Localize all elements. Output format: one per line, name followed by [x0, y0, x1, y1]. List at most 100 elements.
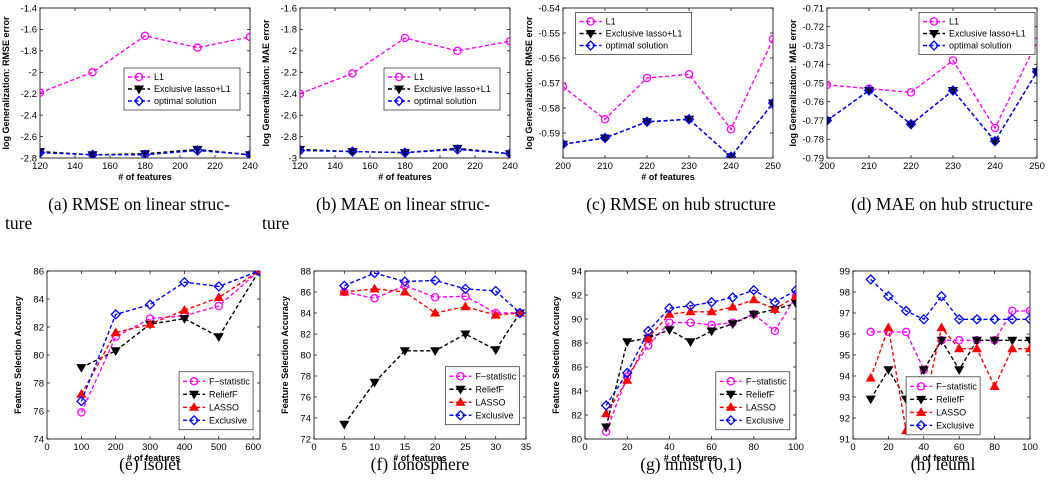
data-point	[706, 296, 717, 308]
legend: F−statistic ReliefF LASSO Exclusive	[715, 371, 791, 431]
legend-marker	[133, 95, 145, 107]
data-point	[244, 149, 250, 158]
chart-panel-6: 0 5 10 15 20 25 30 35 72 74 76 78 80 82 84 86 88 # of fea…	[280, 266, 531, 474]
series-line	[605, 289, 796, 406]
legend-label: Exclusive lasso+L1	[154, 84, 231, 94]
legend-label: Exclusive lasso+L1	[414, 84, 491, 94]
data-point	[600, 400, 612, 411]
legend: L1 Exclusive lasso+L1 optimal solution	[575, 12, 692, 55]
caption: (e) isolet	[119, 454, 181, 474]
y-tick-label: -3	[289, 153, 297, 164]
data-point	[110, 309, 122, 320]
x-tick-label: 20	[622, 442, 633, 453]
data-point	[460, 301, 471, 311]
x-tick-label: 200	[555, 161, 571, 172]
chart-panel-2: 120 140 160 180 200 220 240 -3 -2.8 -2.6 -2.4 -2.2 -…	[261, 3, 518, 233]
y-tick-label: 72	[300, 434, 311, 445]
legend-label: Exclusive	[209, 416, 247, 426]
legend-label: optimal solution	[949, 41, 1012, 51]
legend-label: LASSO	[209, 403, 239, 413]
series-line	[827, 71, 1037, 143]
data-point	[563, 138, 569, 150]
y-tick-label: 94	[839, 371, 850, 382]
data-point	[865, 274, 877, 285]
x-axis-label: # of features	[118, 172, 172, 182]
data-point	[77, 408, 86, 417]
y-tick-label: 82	[300, 329, 311, 340]
x-tick-label: 220	[207, 161, 223, 172]
series-optimal-solution	[300, 144, 510, 158]
y-tick-label: -2.2	[281, 68, 297, 79]
x-tick-label: 240	[242, 161, 258, 172]
data-point	[213, 333, 224, 342]
series-l1	[300, 33, 510, 98]
y-axis-label: Feature Selection Accuracy	[13, 296, 23, 414]
data-point	[399, 286, 410, 296]
data-point	[76, 395, 87, 407]
data-point	[790, 284, 796, 296]
data-point	[110, 347, 121, 356]
data-point	[110, 327, 121, 337]
data-point	[460, 330, 471, 340]
series-line	[563, 38, 773, 131]
y-tick-label: 74	[300, 413, 311, 424]
data-point	[989, 381, 1000, 390]
series-line	[605, 295, 796, 415]
data-point	[865, 372, 876, 382]
data-point	[641, 116, 653, 128]
data-point	[791, 291, 796, 301]
chart-panel-3: 200 210 220 230 240 250 -0.59 -0.58 -0.57 -0.56 -0…	[524, 3, 781, 214]
data-point	[563, 140, 569, 150]
y-tick-label: 86	[571, 362, 582, 373]
y-tick-label: 86	[33, 266, 44, 277]
data-point	[866, 327, 875, 337]
x-tick-label: 120	[292, 161, 308, 172]
legend-marker	[393, 95, 405, 107]
x-tick-label: 0	[582, 442, 587, 453]
series-exclusive	[76, 271, 260, 407]
data-point	[989, 313, 1000, 325]
data-point	[192, 145, 203, 156]
data-point	[664, 302, 675, 314]
legend: F−statistic ReliefF LASSO Exclusive	[445, 366, 520, 426]
data-point	[453, 46, 462, 56]
data-point	[399, 147, 411, 158]
data-point	[863, 87, 875, 96]
x-tick-label: 100	[788, 442, 804, 453]
caption: ture	[262, 213, 289, 233]
y-tick-label: -2.4	[21, 110, 37, 121]
data-point	[490, 309, 501, 319]
data-point	[684, 70, 694, 79]
data-point	[213, 292, 224, 302]
y-tick-label: 86	[300, 287, 311, 298]
x-tick-label: 25	[460, 442, 471, 453]
data-point	[1024, 336, 1030, 346]
data-point	[971, 343, 982, 353]
data-point	[900, 305, 912, 317]
data-point	[726, 125, 736, 134]
caption: (d) MAE on hub structure	[851, 194, 1033, 214]
x-tick-label: 140	[67, 161, 83, 172]
x-tick-label: 0	[44, 442, 49, 453]
data-point	[399, 276, 411, 287]
legend-label: ReliefF	[209, 390, 238, 400]
series-l1	[563, 35, 773, 134]
series-line	[80, 271, 260, 402]
series-exclusive	[600, 284, 796, 411]
data-point	[430, 347, 441, 356]
data-point	[827, 115, 833, 126]
data-point	[1006, 313, 1018, 325]
data-point	[665, 318, 674, 327]
y-tick-label: 90	[571, 314, 582, 325]
x-tick-label: 10	[369, 442, 380, 453]
data-point	[348, 69, 357, 78]
legend-marker	[916, 382, 926, 391]
data-point	[727, 292, 739, 303]
x-tick-label: 5	[342, 442, 347, 453]
data-point	[989, 135, 1001, 147]
x-tick-label: 250	[1029, 161, 1045, 172]
series-optimal-solution	[563, 97, 773, 158]
data-point	[179, 276, 190, 288]
y-tick-label: -2.2	[21, 89, 37, 100]
legend-label: F−statistic	[475, 371, 516, 381]
